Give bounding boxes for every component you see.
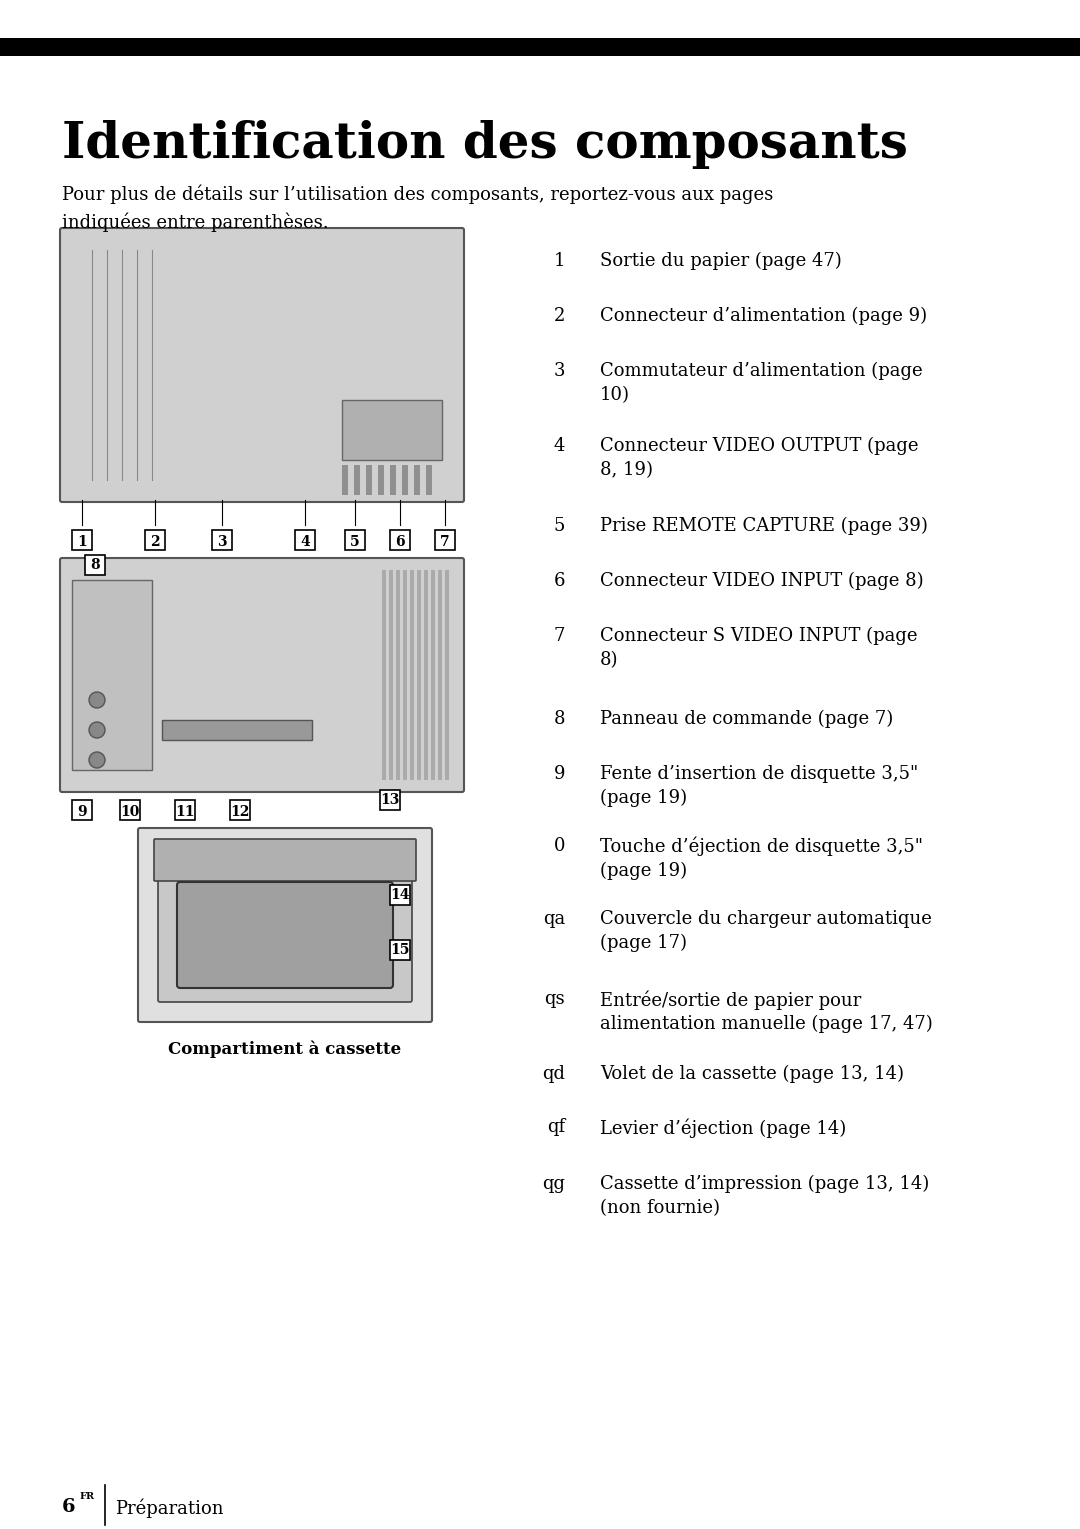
Circle shape xyxy=(89,752,105,768)
Text: 0: 0 xyxy=(554,836,565,855)
Text: 1: 1 xyxy=(554,252,565,271)
Text: Levier d’éjection (page 14): Levier d’éjection (page 14) xyxy=(600,1118,847,1138)
Text: 1: 1 xyxy=(77,535,86,549)
Text: 14: 14 xyxy=(390,888,409,902)
Bar xyxy=(424,570,428,780)
Text: FR: FR xyxy=(80,1492,95,1501)
Text: 7: 7 xyxy=(554,627,565,645)
Bar xyxy=(145,531,165,550)
Bar xyxy=(0,38,1080,57)
FancyBboxPatch shape xyxy=(138,829,432,1021)
Text: 9: 9 xyxy=(77,804,86,820)
Bar xyxy=(72,531,92,550)
Text: Sortie du papier (page 47): Sortie du papier (page 47) xyxy=(600,252,841,271)
FancyBboxPatch shape xyxy=(154,839,416,881)
Bar xyxy=(426,465,432,495)
Bar xyxy=(354,465,360,495)
Text: 2: 2 xyxy=(554,307,565,326)
Text: 2: 2 xyxy=(150,535,160,549)
Text: qf: qf xyxy=(546,1118,565,1136)
Circle shape xyxy=(89,693,105,708)
Text: Connecteur d’alimentation (page 9): Connecteur d’alimentation (page 9) xyxy=(600,307,927,326)
Text: 6: 6 xyxy=(62,1498,76,1515)
Bar xyxy=(345,531,365,550)
Bar xyxy=(382,570,386,780)
Text: Fente d’insertion de disquette 3,5"
(page 19): Fente d’insertion de disquette 3,5" (pag… xyxy=(600,764,918,807)
Bar xyxy=(295,531,315,550)
Bar xyxy=(342,465,348,495)
Text: qs: qs xyxy=(544,989,565,1008)
Bar xyxy=(380,790,400,810)
Text: Pour plus de détails sur l’utilisation des composants, reportez-vous aux pages
i: Pour plus de détails sur l’utilisation d… xyxy=(62,185,773,232)
Text: Touche d’éjection de disquette 3,5"
(page 19): Touche d’éjection de disquette 3,5" (pag… xyxy=(600,836,923,881)
Bar xyxy=(402,465,408,495)
Text: 3: 3 xyxy=(554,362,565,381)
Text: Couvercle du chargeur automatique
(page 17): Couvercle du chargeur automatique (page … xyxy=(600,910,932,953)
Circle shape xyxy=(89,722,105,739)
Text: Commutateur d’alimentation (page
10): Commutateur d’alimentation (page 10) xyxy=(600,362,922,404)
Text: Prise REMOTE CAPTURE (page 39): Prise REMOTE CAPTURE (page 39) xyxy=(600,517,928,535)
Text: 6: 6 xyxy=(395,535,405,549)
Text: 10: 10 xyxy=(120,804,139,820)
Text: Identification des composants: Identification des composants xyxy=(62,119,908,170)
Text: Connecteur S VIDEO INPUT (page
8): Connecteur S VIDEO INPUT (page 8) xyxy=(600,627,918,668)
Bar xyxy=(390,885,410,905)
Text: 9: 9 xyxy=(554,764,565,783)
Text: qg: qg xyxy=(542,1174,565,1193)
Bar xyxy=(389,570,393,780)
Text: qa: qa xyxy=(543,910,565,928)
Bar xyxy=(417,570,421,780)
Bar xyxy=(212,531,232,550)
Text: 11: 11 xyxy=(175,804,194,820)
Text: 3: 3 xyxy=(217,535,227,549)
Bar xyxy=(390,465,396,495)
Bar xyxy=(396,570,400,780)
Bar xyxy=(435,531,455,550)
Text: Cassette d’impression (page 13, 14)
(non fournie): Cassette d’impression (page 13, 14) (non… xyxy=(600,1174,929,1217)
Text: 5: 5 xyxy=(554,517,565,535)
Text: 7: 7 xyxy=(441,535,449,549)
Bar xyxy=(72,579,152,771)
Bar xyxy=(378,465,384,495)
Text: Préparation: Préparation xyxy=(114,1498,224,1517)
Bar xyxy=(431,570,435,780)
Text: 6: 6 xyxy=(554,572,565,590)
Bar xyxy=(366,465,372,495)
Text: 12: 12 xyxy=(230,804,249,820)
Text: qd: qd xyxy=(542,1066,565,1083)
Bar xyxy=(390,531,410,550)
FancyBboxPatch shape xyxy=(60,558,464,792)
Text: Connecteur VIDEO OUTPUT (page
8, 19): Connecteur VIDEO OUTPUT (page 8, 19) xyxy=(600,437,918,479)
Bar xyxy=(342,401,442,460)
Text: 15: 15 xyxy=(390,943,409,957)
Text: Panneau de commande (page 7): Panneau de commande (page 7) xyxy=(600,709,893,728)
Bar xyxy=(72,800,92,820)
Text: 4: 4 xyxy=(300,535,310,549)
FancyBboxPatch shape xyxy=(60,228,464,502)
Text: Compartiment à cassette: Compartiment à cassette xyxy=(168,1040,402,1058)
Bar xyxy=(120,800,140,820)
Text: 13: 13 xyxy=(380,794,400,807)
Bar xyxy=(438,570,442,780)
Bar xyxy=(445,570,449,780)
Text: 8: 8 xyxy=(554,709,565,728)
Bar xyxy=(175,800,195,820)
Text: Connecteur VIDEO INPUT (page 8): Connecteur VIDEO INPUT (page 8) xyxy=(600,572,923,590)
Bar xyxy=(230,800,249,820)
Bar xyxy=(162,720,312,740)
Text: 8: 8 xyxy=(91,558,99,572)
Text: 5: 5 xyxy=(350,535,360,549)
Bar xyxy=(414,465,420,495)
FancyBboxPatch shape xyxy=(158,868,411,1001)
Bar xyxy=(403,570,407,780)
Text: Entrée/sortie de papier pour
alimentation manuelle (page 17, 47): Entrée/sortie de papier pour alimentatio… xyxy=(600,989,933,1034)
Bar xyxy=(85,555,105,575)
Text: 4: 4 xyxy=(554,437,565,456)
FancyBboxPatch shape xyxy=(177,882,393,988)
Text: Volet de la cassette (page 13, 14): Volet de la cassette (page 13, 14) xyxy=(600,1066,904,1083)
Bar xyxy=(410,570,414,780)
Bar xyxy=(390,940,410,960)
